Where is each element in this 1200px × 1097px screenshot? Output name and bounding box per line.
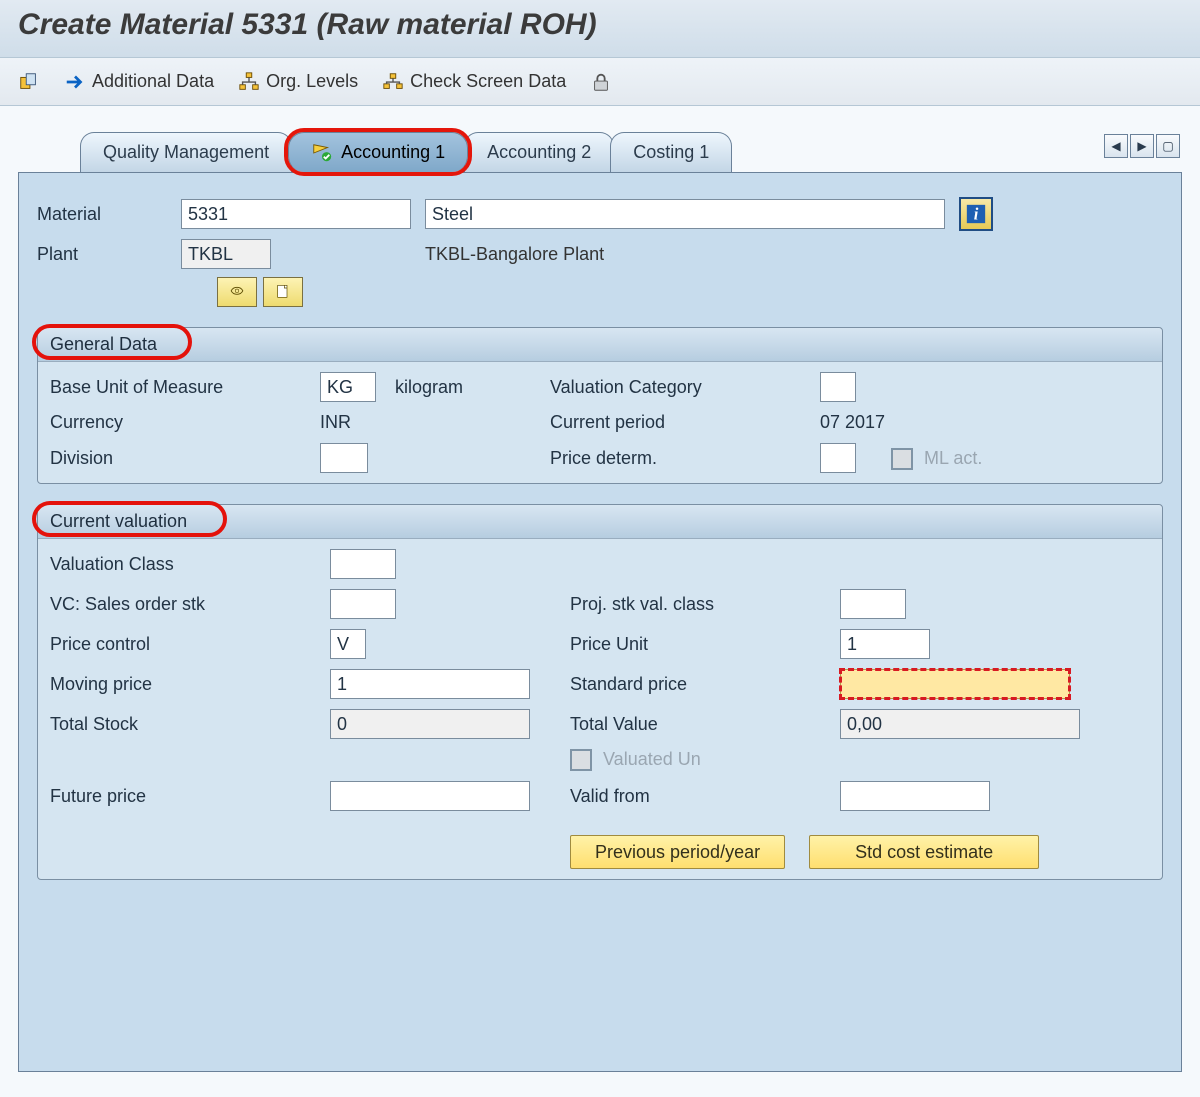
standard-price-input[interactable]: [840, 669, 1070, 699]
price-unit-input[interactable]: [840, 629, 930, 659]
valuation-class-input[interactable]: [330, 549, 396, 579]
standard-price-label: Standard price: [570, 674, 840, 695]
display-button[interactable]: [217, 277, 257, 307]
plant-label: Plant: [37, 244, 167, 265]
tab-scroll-controls: ◀ ▶ ▢: [1104, 134, 1180, 158]
price-determ-input[interactable]: [820, 443, 856, 473]
tab-costing-1[interactable]: Costing 1: [610, 132, 732, 172]
valuated-un-label: Valuated Un: [603, 749, 701, 769]
org-levels-button[interactable]: Org. Levels: [238, 71, 358, 93]
plant-input: [181, 239, 271, 269]
org-levels-label: Org. Levels: [266, 71, 358, 92]
std-cost-estimate-button[interactable]: Std cost estimate: [809, 835, 1039, 869]
tab-costing1-label: Costing 1: [633, 142, 709, 163]
tab-accounting-2[interactable]: Accounting 2: [464, 132, 614, 172]
total-stock-input: [330, 709, 530, 739]
material-input[interactable]: [181, 199, 411, 229]
tab-scroll-right[interactable]: ▶: [1130, 134, 1154, 158]
plant-desc: TKBL-Bangalore Plant: [425, 244, 604, 265]
base-uom-label: Base Unit of Measure: [50, 377, 320, 398]
future-price-label: Future price: [50, 786, 330, 807]
current-valuation-title: Current valuation: [50, 511, 187, 531]
group-general-data: General Data Base Unit of Measure kilogr…: [37, 327, 1163, 484]
svg-text:i: i: [974, 205, 979, 224]
tab-accounting1-label: Accounting 1: [341, 142, 445, 163]
total-value-input: [840, 709, 1080, 739]
valid-from-input[interactable]: [840, 781, 990, 811]
group-current-valuation: Current valuation Valuation Class VC: Sa…: [37, 504, 1163, 880]
base-uom-text: kilogram: [395, 377, 463, 397]
tab-quality-management[interactable]: Quality Management: [80, 132, 292, 172]
vc-sales-input[interactable]: [330, 589, 396, 619]
tab-scroll-left[interactable]: ◀: [1104, 134, 1128, 158]
vc-sales-label: VC: Sales order stk: [50, 594, 330, 615]
main-panel: Material i Plant TKBL-Bangalore Plant Ge…: [18, 172, 1182, 1072]
tabs-strip: Quality Management Accounting 1 Accounti…: [0, 130, 1200, 172]
moving-price-input[interactable]: [330, 669, 530, 699]
tab-accounting2-label: Accounting 2: [487, 142, 591, 163]
group-current-valuation-header: Current valuation: [38, 505, 1162, 539]
tab-accounting-1[interactable]: Accounting 1: [288, 132, 468, 172]
tab-list-button[interactable]: ▢: [1156, 134, 1180, 158]
moving-price-label: Moving price: [50, 674, 330, 695]
price-control-input[interactable]: [330, 629, 366, 659]
create-button[interactable]: [263, 277, 303, 307]
proj-stk-label: Proj. stk val. class: [570, 594, 840, 615]
currency-label: Currency: [50, 412, 320, 433]
group-general-data-header: General Data: [38, 328, 1162, 362]
sap-screen: Create Material 5331 (Raw material ROH) …: [0, 0, 1200, 1097]
valuation-class-label: Valuation Class: [50, 554, 330, 575]
ml-act-label: ML act.: [924, 448, 982, 468]
lock-icon[interactable]: [590, 71, 612, 93]
base-uom-input[interactable]: [320, 372, 376, 402]
tab-quality-label: Quality Management: [103, 142, 269, 163]
proj-stk-input[interactable]: [840, 589, 906, 619]
current-period-label: Current period: [550, 412, 820, 433]
total-value-label: Total Value: [570, 714, 840, 735]
valuation-cat-label: Valuation Category: [550, 377, 820, 398]
total-stock-label: Total Stock: [50, 714, 330, 735]
price-control-label: Price control: [50, 634, 330, 655]
flag-check-icon: [311, 142, 333, 164]
info-icon[interactable]: i: [959, 197, 993, 231]
check-screen-label: Check Screen Data: [410, 71, 566, 92]
material-desc-input[interactable]: [425, 199, 945, 229]
currency-value: INR: [320, 412, 550, 433]
valuated-un-checkbox: [570, 749, 592, 771]
previous-period-button[interactable]: Previous period/year: [570, 835, 785, 869]
valid-from-label: Valid from: [570, 786, 840, 807]
additional-data-button[interactable]: Additional Data: [64, 71, 214, 93]
general-data-title: General Data: [50, 334, 157, 354]
future-price-input[interactable]: [330, 781, 530, 811]
division-input[interactable]: [320, 443, 368, 473]
price-unit-label: Price Unit: [570, 634, 840, 655]
current-period-value: 07 2017: [820, 412, 1080, 433]
ml-act-checkbox: [891, 448, 913, 470]
page-title: Create Material 5331 (Raw material ROH): [0, 0, 1200, 58]
check-screen-button[interactable]: Check Screen Data: [382, 71, 566, 93]
price-determ-label: Price determ.: [550, 448, 820, 469]
material-label: Material: [37, 204, 167, 225]
toolbar-icon-first[interactable]: [18, 71, 40, 93]
division-label: Division: [50, 448, 320, 469]
toolbar: Additional Data Org. Levels Check Screen…: [0, 58, 1200, 106]
additional-data-label: Additional Data: [92, 71, 214, 92]
valuation-cat-input[interactable]: [820, 372, 856, 402]
